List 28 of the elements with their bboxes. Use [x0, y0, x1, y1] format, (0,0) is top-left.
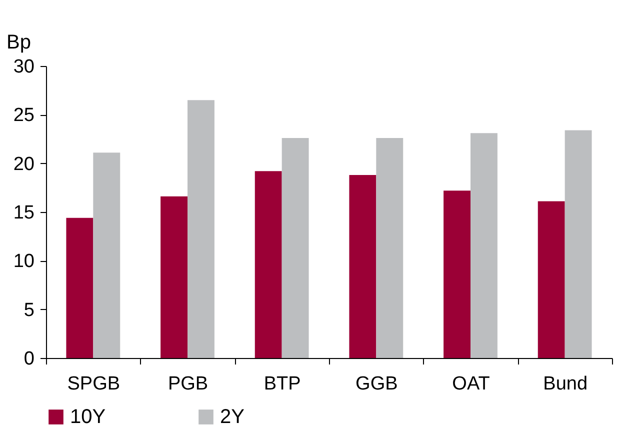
bar [254, 171, 282, 358]
bar [282, 138, 309, 358]
x-tick-label: Bund [543, 374, 588, 394]
x-tick-label: SPGB [67, 374, 120, 394]
bar [160, 196, 188, 358]
y-tick-label: 15 [13, 202, 34, 224]
y-tick-label: 25 [13, 105, 34, 126]
bar [564, 130, 592, 358]
y-tick-label: 0 [24, 348, 34, 370]
bar [93, 152, 120, 358]
x-tick-label: GGB [356, 374, 398, 394]
bar [444, 190, 470, 358]
x-tick-label: OAT [452, 374, 490, 394]
bar [188, 100, 214, 358]
y-tick-label: 5 [24, 300, 34, 321]
y-tick-label: 20 [13, 154, 34, 175]
bar [376, 138, 404, 358]
bar [349, 175, 376, 358]
x-tick-label: PGB [168, 374, 208, 394]
y-tick-label: 30 [13, 56, 34, 78]
bar [538, 201, 565, 358]
bar [66, 218, 94, 358]
x-tick-label: BTP [264, 374, 301, 394]
legend-label: 10Y [70, 406, 106, 428]
y-tick-label: 10 [13, 251, 34, 272]
bar [470, 133, 498, 358]
legend-label: 2Y [220, 406, 244, 428]
y-axis-title: Bp [6, 32, 31, 54]
